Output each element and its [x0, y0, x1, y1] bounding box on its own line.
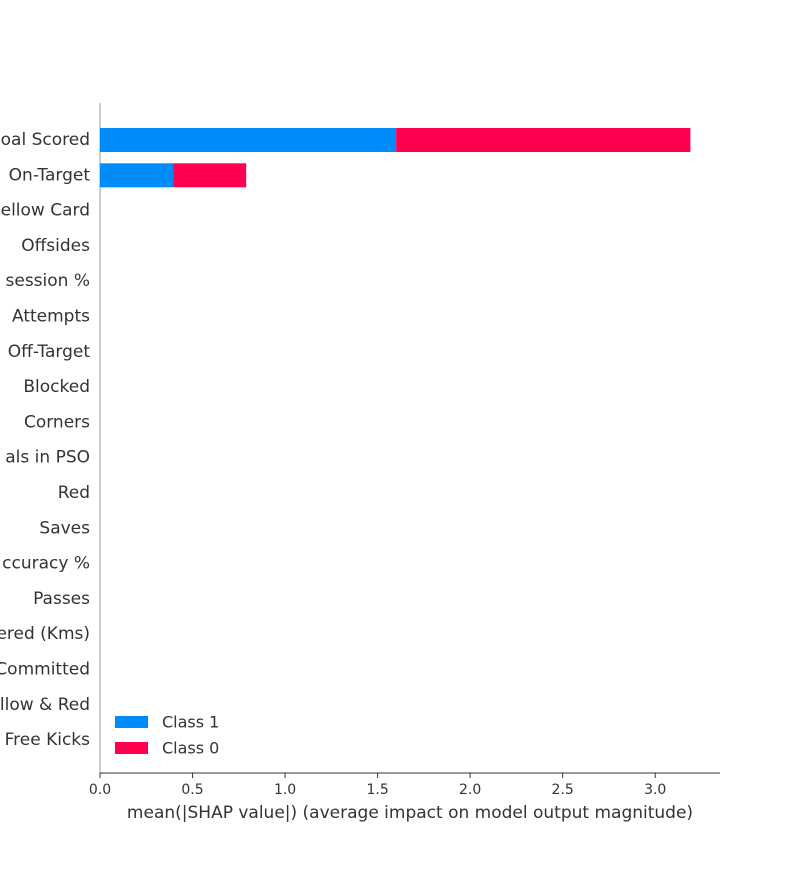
y-tick-label: ccuracy %: [2, 554, 90, 574]
legend-swatch: [115, 742, 148, 754]
y-tick-label: Red: [58, 483, 90, 503]
x-tick-label: 2.0: [459, 782, 481, 798]
y-tick-label: Attempts: [12, 307, 90, 327]
y-tick-label: ered (Kms): [0, 624, 90, 644]
legend-label: Class 0: [162, 739, 219, 758]
y-tick-label: Offsides: [21, 236, 90, 256]
x-tick-label: 0.0: [89, 782, 111, 798]
legend-label: Class 1: [162, 713, 219, 732]
x-tick-label: 3.0: [644, 782, 666, 798]
y-tick-label: oal Scored: [1, 130, 90, 150]
x-tick-label: 0.5: [181, 782, 203, 798]
y-tick-label: Corners: [24, 412, 90, 432]
x-tick-label: 2.5: [552, 782, 574, 798]
bar: [100, 128, 397, 152]
y-tick-label: On-Target: [9, 165, 91, 185]
x-tick-label: 1.0: [274, 782, 296, 798]
bar: [100, 163, 174, 188]
y-tick-label: Committed: [0, 660, 90, 680]
y-tick-label: Passes: [33, 589, 90, 609]
y-tick-label: Saves: [39, 518, 90, 538]
y-tick-label: als in PSO: [5, 448, 90, 468]
y-tick-label: Off-Target: [8, 342, 91, 362]
bar: [396, 128, 691, 152]
y-tick-label: session %: [6, 271, 91, 291]
y-tick-label: Blocked: [23, 377, 90, 397]
y-tick-label: llow & Red: [0, 695, 90, 715]
legend-swatch: [115, 716, 148, 728]
x-axis-label: mean(|SHAP value|) (average impact on mo…: [127, 803, 693, 823]
y-tick-label: Free Kicks: [5, 730, 91, 750]
x-tick-label: 1.5: [366, 782, 388, 798]
bar: [173, 163, 247, 188]
y-tick-label: ellow Card: [1, 201, 90, 221]
